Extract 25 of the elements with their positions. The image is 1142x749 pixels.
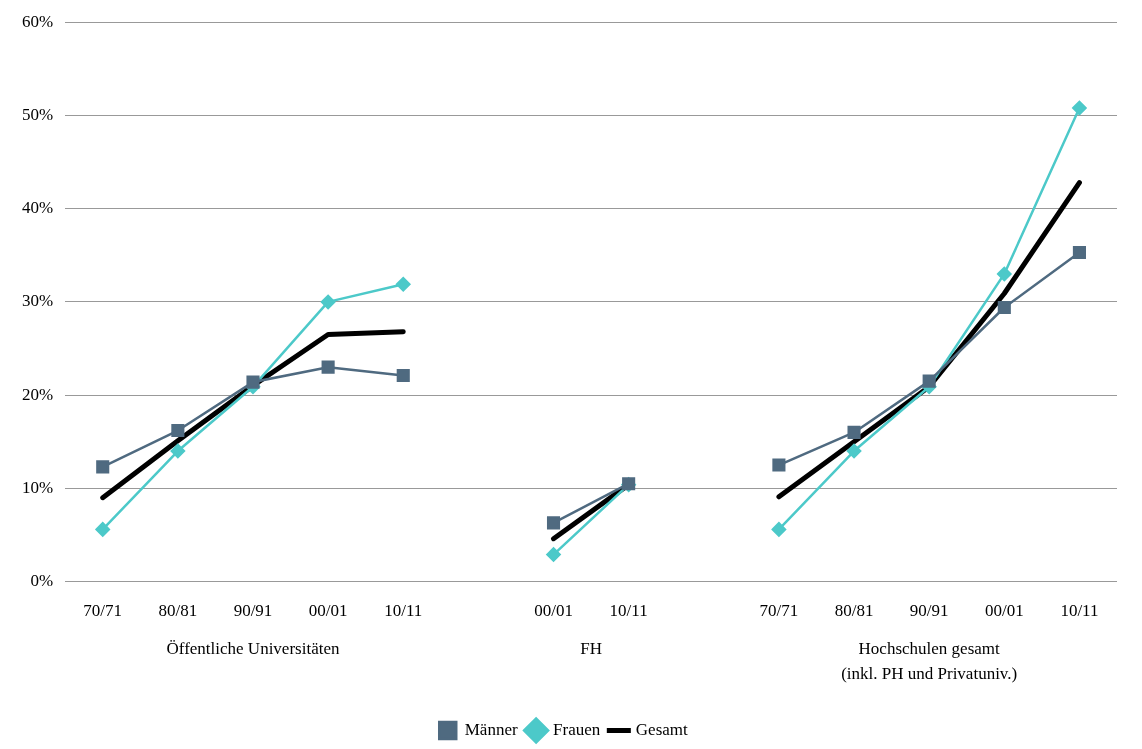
y-tick-label: 20%	[21, 384, 54, 404]
legend-label: Gesamt	[635, 719, 689, 739]
x-tick-label: 10/11	[609, 601, 648, 621]
text: FH	[580, 639, 602, 659]
x-tick-label: 70/71	[83, 601, 123, 621]
legend-label: Frauen	[553, 719, 601, 739]
text: Hochschulen gesamt (inkl. PH und Privatuniv.)	[841, 639, 1018, 684]
x-tick-label: 90/91	[909, 601, 949, 621]
x-tick-label: 00/01	[534, 601, 573, 621]
x-tick-label: 70/71	[759, 601, 799, 621]
x-tick-label: 10/11	[384, 601, 423, 621]
x-tick-label: 80/81	[834, 601, 874, 621]
x-tick-label: 90/91	[233, 601, 273, 621]
legend-label: Männer	[464, 719, 518, 739]
y-tick-label: 30%	[21, 291, 54, 311]
y-tick-label: 40%	[21, 198, 54, 218]
y-tick-label: 10%	[21, 477, 54, 497]
x-tick-label: 80/81	[158, 601, 198, 621]
x-tick-label: 00/01	[308, 601, 348, 621]
x-tick-label: 10/11	[1060, 601, 1099, 621]
y-tick-label: 50%	[21, 104, 54, 124]
y-tick-label: 60%	[21, 11, 54, 31]
x-tick-label: 00/01	[984, 601, 1024, 621]
text: Öffentliche Universitäten	[166, 639, 340, 659]
y-tick-label: 0%	[30, 571, 54, 591]
